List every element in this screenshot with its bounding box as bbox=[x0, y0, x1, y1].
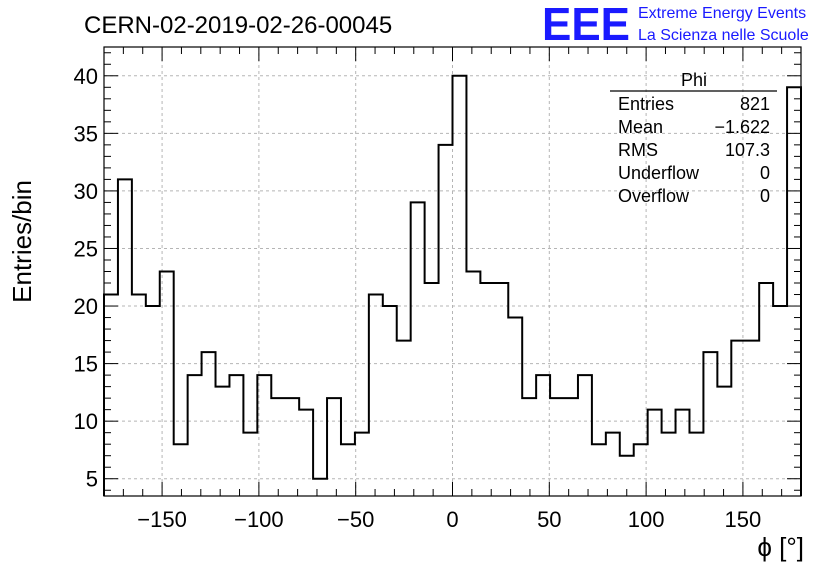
histogram-bin bbox=[146, 306, 160, 496]
histogram-bin bbox=[118, 179, 132, 496]
histogram-bin bbox=[271, 398, 285, 496]
histogram-bin bbox=[453, 76, 467, 496]
histogram-bin bbox=[606, 433, 620, 496]
histogram-bin bbox=[731, 341, 745, 496]
y-tick-label: 20 bbox=[74, 294, 98, 319]
histogram-bin bbox=[439, 145, 453, 496]
plot-frame bbox=[103, 46, 802, 497]
y-tick-label: 10 bbox=[74, 409, 98, 434]
histogram-bin bbox=[522, 398, 536, 496]
histogram-bin bbox=[174, 444, 188, 496]
x-tick-label: 0 bbox=[446, 507, 458, 532]
tick-labels: −150 −100 −50 0 50 100 150 5 10 15 20 25 30 35 40 bbox=[74, 64, 762, 532]
histogram-bin bbox=[243, 433, 257, 496]
histogram-bin bbox=[508, 318, 522, 496]
x-tick-label: −100 bbox=[234, 507, 284, 532]
histogram-bin bbox=[494, 283, 508, 496]
stats-title: Phi bbox=[681, 70, 707, 90]
axis-ticks bbox=[104, 47, 801, 496]
logo-mark: EEE bbox=[542, 0, 630, 50]
y-tick-label: 25 bbox=[74, 236, 98, 261]
histogram-bin bbox=[313, 479, 327, 496]
histogram-bin bbox=[550, 398, 564, 496]
histogram-bin bbox=[327, 398, 341, 496]
histogram-bin bbox=[592, 444, 606, 496]
stats-label: RMS bbox=[618, 140, 658, 160]
histogram-bin bbox=[397, 341, 411, 496]
histogram-bin bbox=[299, 410, 313, 496]
y-tick-label: 35 bbox=[74, 121, 98, 146]
histogram-bin bbox=[634, 444, 648, 496]
y-tick-label: 30 bbox=[74, 179, 98, 204]
histogram-bin bbox=[648, 410, 662, 496]
stats-label: Overflow bbox=[618, 186, 690, 206]
histogram-bin bbox=[383, 306, 397, 496]
stats-value: 0 bbox=[760, 186, 770, 206]
histogram-bin bbox=[662, 433, 676, 496]
x-tick-label: 50 bbox=[537, 507, 561, 532]
histogram-bin bbox=[411, 202, 425, 496]
y-tick-label: 5 bbox=[86, 467, 98, 492]
histogram-bin bbox=[717, 387, 731, 496]
histogram-bin bbox=[216, 387, 230, 496]
histogram-outline bbox=[103, 74, 802, 496]
histogram-bin bbox=[676, 410, 690, 496]
histogram-bin bbox=[689, 433, 703, 496]
x-tick-label: 100 bbox=[628, 507, 665, 532]
histogram-bin bbox=[160, 272, 174, 497]
histogram-bin bbox=[703, 352, 717, 496]
histogram-bin bbox=[285, 398, 299, 496]
histogram-bin bbox=[257, 375, 271, 496]
y-axis-title: Entries/bin bbox=[7, 180, 37, 303]
histogram-bin bbox=[787, 87, 801, 496]
chart-title: CERN-02-2019-02-26-00045 bbox=[84, 12, 392, 39]
histogram-bin bbox=[369, 295, 383, 496]
grid bbox=[104, 47, 801, 496]
histogram-bin bbox=[578, 375, 592, 496]
histogram-bin bbox=[480, 283, 494, 496]
stats-value: 821 bbox=[740, 94, 770, 114]
stats-label: Underflow bbox=[618, 163, 700, 183]
x-tick-label: 150 bbox=[725, 507, 762, 532]
histogram-series bbox=[103, 74, 802, 497]
y-tick-label: 15 bbox=[74, 352, 98, 377]
x-tick-label: −150 bbox=[137, 507, 187, 532]
x-axis-title: ϕ [°] bbox=[757, 532, 804, 562]
histogram-bin bbox=[425, 283, 439, 496]
histogram-bin bbox=[132, 295, 146, 496]
histogram-bin bbox=[466, 272, 480, 497]
histogram-bin bbox=[536, 375, 550, 496]
histogram-bin bbox=[759, 283, 773, 496]
histogram-bin bbox=[773, 306, 787, 496]
histogram-bin bbox=[104, 295, 118, 496]
stats-value: 0 bbox=[760, 163, 770, 183]
histogram-bin bbox=[564, 398, 578, 496]
stats-label: Entries bbox=[618, 94, 674, 114]
histogram-bin bbox=[341, 444, 355, 496]
stats-value: 107.3 bbox=[725, 140, 770, 160]
x-tick-label: −50 bbox=[337, 507, 374, 532]
stats-value: −1.622 bbox=[714, 117, 770, 137]
histogram-bin bbox=[202, 352, 216, 496]
y-tick-label: 40 bbox=[74, 64, 98, 89]
stats-label: Mean bbox=[618, 117, 663, 137]
logo-line-1: Extreme Energy Events bbox=[638, 5, 806, 22]
histogram-bin bbox=[745, 341, 759, 496]
histogram-bin bbox=[229, 375, 243, 496]
eee-logo: EEE Extreme Energy Events La Scienza nel… bbox=[542, 0, 809, 50]
histogram-bin bbox=[188, 375, 202, 496]
logo-line-2: La Scienza nelle Scuole bbox=[638, 27, 809, 44]
histogram-bin bbox=[355, 433, 369, 496]
stats-box: Phi Entries 821 Mean −1.622 RMS 107.3 Underflo… bbox=[610, 70, 777, 206]
